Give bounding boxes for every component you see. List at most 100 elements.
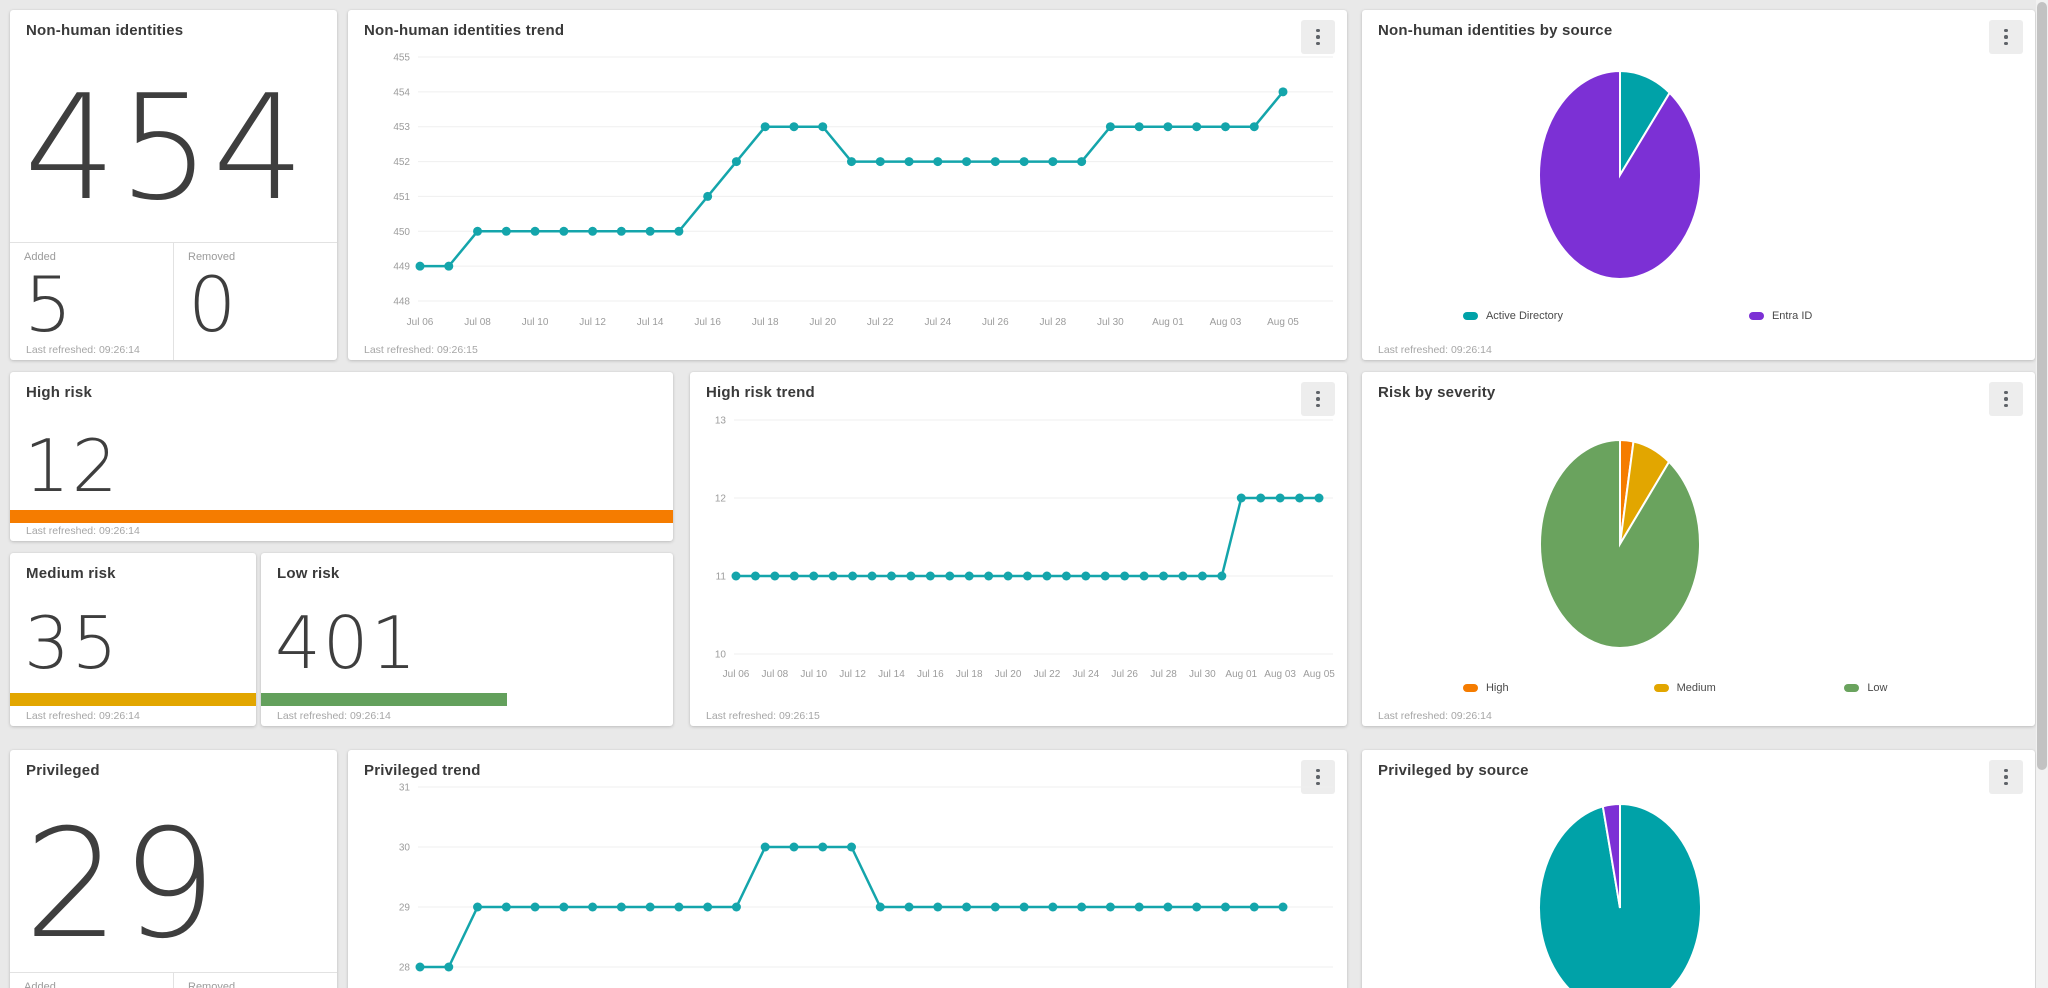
card-menu-button[interactable] bbox=[1989, 760, 2023, 794]
svg-text:Aug 05: Aug 05 bbox=[1303, 669, 1335, 680]
medium-risk-severity-bar bbox=[10, 693, 256, 706]
privileged-value: 29 bbox=[24, 798, 219, 972]
svg-text:Jul 12: Jul 12 bbox=[579, 317, 606, 328]
card-title: Non-human identities by source bbox=[1378, 22, 1613, 39]
card-non-human-identities: Non-human identities 454 Added 5 Removed… bbox=[10, 10, 337, 360]
card-title: Privileged bbox=[26, 762, 100, 779]
svg-text:Jul 14: Jul 14 bbox=[637, 317, 664, 328]
legend-item[interactable]: Entra ID bbox=[1748, 310, 2035, 322]
svg-text:30: 30 bbox=[399, 843, 411, 854]
card-menu-button[interactable] bbox=[1989, 382, 2023, 416]
svg-text:Jul 14: Jul 14 bbox=[878, 669, 905, 680]
card-privileged-by-source: Privileged by source bbox=[1362, 750, 2035, 988]
legend-item[interactable]: Low bbox=[1844, 682, 2035, 694]
legend-swatch bbox=[1748, 312, 1764, 320]
svg-text:Jul 20: Jul 20 bbox=[809, 317, 836, 328]
nhi-trend-line-chart: 455 454 453 452 451 450 449 448 Jul 06 Jul 08 Jul … bbox=[393, 53, 1333, 328]
card-high-risk-trend: High risk trend 13 12 11 10 Jul 06 Jul 08 Jul … bbox=[690, 372, 1347, 726]
svg-text:28: 28 bbox=[399, 963, 411, 974]
risk-by-severity-pie-chart bbox=[1539, 438, 1701, 649]
low-risk-value: 401 bbox=[275, 601, 419, 685]
card-title: Medium risk bbox=[26, 565, 116, 582]
vertical-scrollbar-thumb[interactable] bbox=[2037, 2, 2047, 770]
svg-text:Jul 06: Jul 06 bbox=[723, 669, 750, 680]
svg-text:455: 455 bbox=[393, 53, 410, 64]
svg-text:449: 449 bbox=[393, 262, 410, 273]
svg-text:Jul 22: Jul 22 bbox=[1034, 669, 1061, 680]
card-menu-button[interactable] bbox=[1301, 382, 1335, 416]
svg-text:Aug 03: Aug 03 bbox=[1264, 669, 1296, 680]
card-high-risk: High risk 12 Last refreshed: 09:26:14 bbox=[10, 372, 673, 541]
svg-text:Jul 30: Jul 30 bbox=[1097, 317, 1124, 328]
last-refreshed: Last refreshed: 09:26:14 bbox=[277, 710, 391, 722]
card-title: Privileged trend bbox=[364, 762, 481, 779]
svg-text:452: 452 bbox=[393, 157, 410, 168]
low-risk-severity-bar bbox=[261, 693, 507, 706]
high-risk-trend-line-chart: 13 12 11 10 Jul 06 Jul 08 Jul 10 Jul 12 Jul 14 Ju… bbox=[715, 416, 1335, 681]
legend-label: Low bbox=[1867, 682, 1888, 694]
last-refreshed: Last refreshed: 09:26:14 bbox=[26, 710, 140, 722]
legend-label: High bbox=[1485, 682, 1509, 694]
card-privileged-trend: Privileged trend 31 30 29 28 bbox=[348, 750, 1347, 988]
last-refreshed: Last refreshed: 09:26:15 bbox=[706, 710, 820, 722]
legend-swatch bbox=[1844, 684, 1860, 692]
card-title: Privileged by source bbox=[1378, 762, 1529, 779]
svg-text:Jul 08: Jul 08 bbox=[464, 317, 491, 328]
card-title: High risk trend bbox=[706, 384, 815, 401]
last-refreshed: Last refreshed: 09:26:15 bbox=[364, 344, 478, 356]
nhi-by-source-pie-chart bbox=[1538, 69, 1702, 280]
legend-swatch bbox=[1653, 684, 1669, 692]
vertical-scrollbar-track[interactable] bbox=[2036, 0, 2048, 988]
card-title: Non-human identities bbox=[26, 22, 184, 39]
privileged-by-source-pie-chart bbox=[1538, 802, 1702, 988]
removed-label: Removed bbox=[188, 981, 236, 988]
legend-swatch bbox=[1462, 684, 1478, 692]
card-menu-button[interactable] bbox=[1301, 760, 1335, 794]
svg-text:Aug 05: Aug 05 bbox=[1267, 317, 1299, 328]
legend-item[interactable]: High bbox=[1462, 682, 1654, 694]
svg-text:29: 29 bbox=[399, 903, 411, 914]
card-title: Low risk bbox=[277, 565, 340, 582]
svg-text:450: 450 bbox=[393, 227, 410, 238]
last-refreshed: Last refreshed: 09:26:14 bbox=[26, 344, 140, 356]
svg-text:Aug 01: Aug 01 bbox=[1225, 669, 1257, 680]
svg-text:12: 12 bbox=[715, 494, 727, 505]
high-risk-severity-bar bbox=[10, 510, 673, 523]
legend-label: Active Directory bbox=[1485, 310, 1563, 322]
card-title: High risk bbox=[26, 384, 92, 401]
card-title: Risk by severity bbox=[1378, 384, 1496, 401]
last-refreshed: Last refreshed: 09:26:14 bbox=[26, 525, 140, 537]
removed-value: 0 bbox=[188, 260, 237, 349]
svg-text:454: 454 bbox=[393, 87, 410, 98]
svg-text:10: 10 bbox=[715, 650, 727, 661]
card-menu-button[interactable] bbox=[1989, 20, 2023, 54]
svg-text:Jul 26: Jul 26 bbox=[1111, 669, 1138, 680]
svg-text:Jul 26: Jul 26 bbox=[982, 317, 1009, 328]
svg-text:Jul 20: Jul 20 bbox=[995, 669, 1022, 680]
svg-text:453: 453 bbox=[393, 122, 410, 133]
svg-text:Jul 08: Jul 08 bbox=[762, 669, 789, 680]
card-privileged: Privileged 29 Added Removed bbox=[10, 750, 337, 988]
svg-text:Aug 03: Aug 03 bbox=[1210, 317, 1242, 328]
added-removed-section: Added Removed bbox=[10, 972, 337, 988]
last-refreshed: Last refreshed: 09:26:14 bbox=[1378, 710, 1492, 722]
svg-text:Jul 10: Jul 10 bbox=[800, 669, 827, 680]
svg-text:Jul 16: Jul 16 bbox=[694, 317, 721, 328]
legend-item[interactable]: Active Directory bbox=[1462, 310, 1749, 322]
svg-text:451: 451 bbox=[393, 192, 410, 203]
svg-text:Jul 18: Jul 18 bbox=[752, 317, 779, 328]
added-label: Added bbox=[24, 251, 56, 263]
legend-swatch bbox=[1462, 312, 1478, 320]
card-menu-button[interactable] bbox=[1301, 20, 1335, 54]
legend-item[interactable]: Medium bbox=[1653, 682, 1845, 694]
svg-text:Jul 28: Jul 28 bbox=[1040, 317, 1067, 328]
legend-label: Medium bbox=[1676, 682, 1716, 694]
removed-cell: Removed bbox=[173, 973, 337, 988]
card-nhi-by-source: Non-human identities by source Active Di… bbox=[1362, 10, 2035, 360]
pie-legend: High Medium Low bbox=[1362, 682, 2035, 694]
nhi-total-value: 454 bbox=[24, 64, 307, 233]
added-removed-section: Added 5 Removed 0 bbox=[10, 242, 337, 360]
svg-text:31: 31 bbox=[399, 783, 411, 794]
svg-text:Jul 16: Jul 16 bbox=[917, 669, 944, 680]
